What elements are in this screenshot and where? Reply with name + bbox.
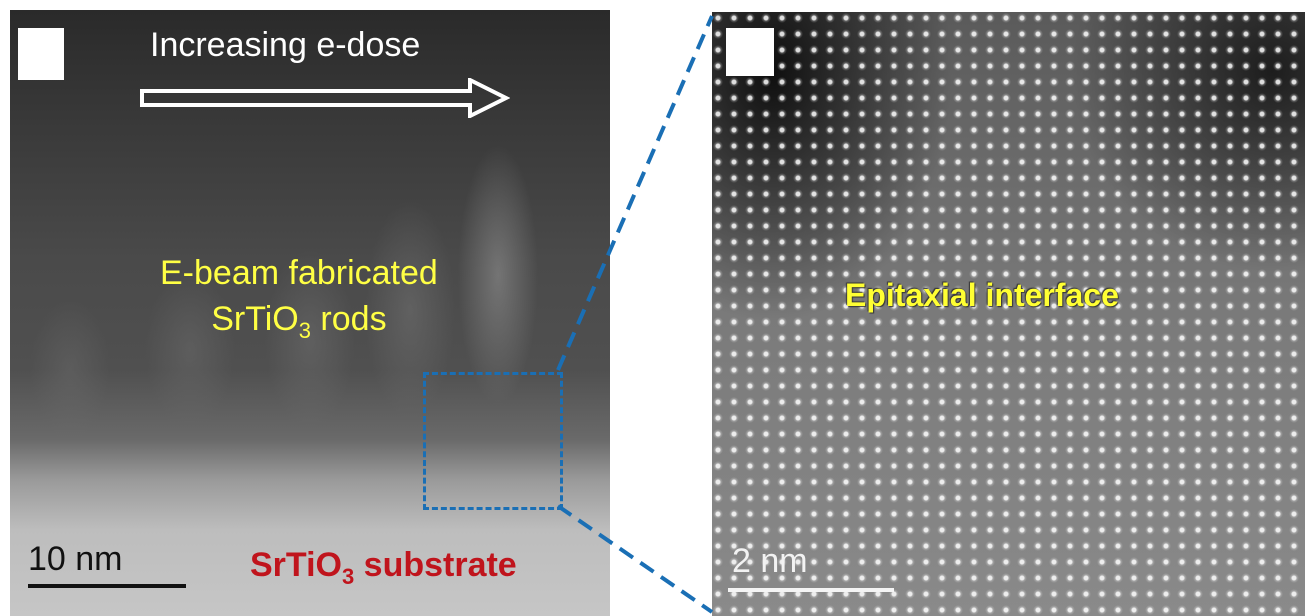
rods-label-line2: SrTiO3 rods	[211, 300, 387, 343]
scale-bar-a	[28, 584, 186, 588]
rods-label: E-beam fabricated SrTiO3 rods	[160, 250, 438, 354]
scale-bar-label-b: 2 nm	[732, 542, 808, 580]
substrate-label: SrTiO3 substrate	[250, 546, 517, 589]
connector-line-bottom	[556, 504, 714, 614]
interface-label: Epitaxial interface	[845, 277, 1119, 313]
dose-arrow-icon	[140, 78, 510, 118]
scale-bar-label-a: 10 nm	[28, 540, 123, 578]
panel-b-label	[726, 28, 774, 76]
dose-annotation: Increasing e-dose	[150, 26, 421, 64]
scale-bar-b	[728, 588, 894, 592]
rods-label-line1: E-beam fabricated	[160, 254, 438, 292]
panel-a-label	[18, 28, 64, 80]
connector-line-top	[556, 15, 714, 371]
panel-a-micrograph: Increasing e-dose E-beam fabricated SrTi…	[10, 10, 610, 616]
region-of-interest-box	[423, 372, 563, 510]
panel-b-micrograph: Epitaxial interface 2 nm	[712, 12, 1305, 616]
